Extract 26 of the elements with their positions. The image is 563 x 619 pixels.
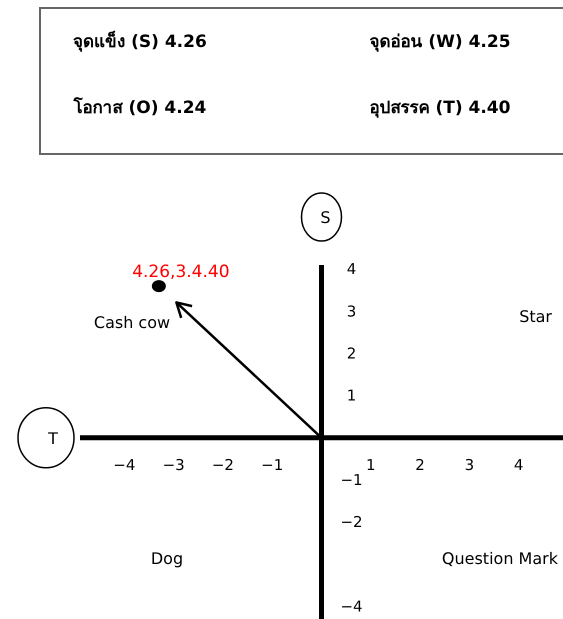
annotation: Cash cow bbox=[94, 313, 170, 332]
x-tick-label: 1 bbox=[366, 456, 376, 474]
annotation: Question Mark bbox=[442, 549, 559, 568]
y-tick-label: 1 bbox=[346, 386, 356, 405]
y-tick-label: −4 bbox=[340, 597, 363, 616]
x-tick-label: 3 bbox=[464, 456, 474, 474]
x-tick-label: 4 bbox=[514, 456, 524, 474]
text: T bbox=[47, 428, 58, 448]
annotation: Dog bbox=[150, 549, 184, 568]
text: S bbox=[320, 208, 331, 227]
x-tick-label: −1 bbox=[261, 456, 284, 474]
text: จุดแข็ง (S) 4.26 bbox=[73, 29, 207, 52]
text: อุปสรรค (T) 4.40 bbox=[370, 98, 511, 118]
y-tick-label: 2 bbox=[346, 344, 356, 362]
y-tick-label: −2 bbox=[340, 513, 363, 532]
data-label: 4.26,3.4.40 bbox=[132, 262, 230, 282]
x-tick-label: −3 bbox=[162, 456, 185, 474]
x-tick-label: −4 bbox=[113, 456, 136, 474]
x-tick-label: −2 bbox=[212, 456, 234, 474]
x-tick-label: 2 bbox=[415, 456, 425, 474]
y-tick-label: 3 bbox=[346, 302, 356, 320]
annotation: Star bbox=[519, 307, 552, 326]
text: โอกาส (O) 4.24 bbox=[72, 97, 207, 118]
text: จุดอ่อน (W) 4.25 bbox=[369, 32, 511, 52]
y-tick-label: −1 bbox=[340, 470, 363, 489]
y-tick-label: 4 bbox=[346, 260, 356, 278]
